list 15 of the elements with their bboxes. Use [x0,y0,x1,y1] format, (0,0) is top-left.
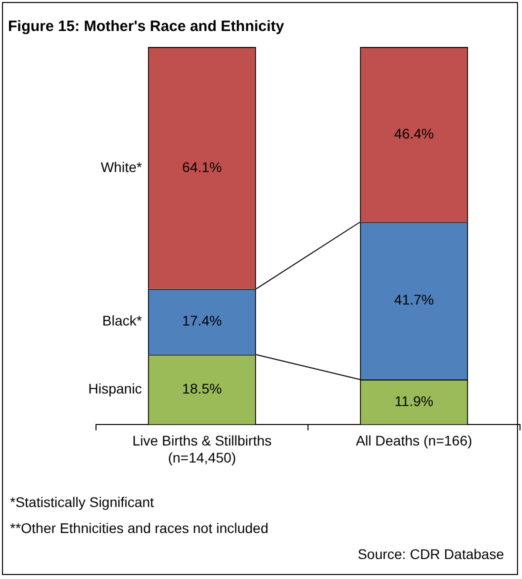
text: **Other Ethnicities and races not included [10,520,268,536]
source-note: Source: CDR Database [358,546,504,562]
data-label: 11.9% [394,392,434,409]
x-tick-label: All Deaths (n=166) [356,432,472,449]
data-label: 64.1% [182,158,222,175]
data-label: 41.7% [394,292,434,308]
data-label: 46.4% [394,125,434,142]
chart-title: Figure 15: Mother's Race and Ethnicity [8,18,284,35]
series-label: White* [100,158,142,175]
data-label: 17.4% [182,312,222,329]
x-tick-label: Live Births & Stillbirths (n=14,450) [132,432,272,466]
text: *Statistically Significant [10,494,154,510]
data-label: 18.5% [182,380,222,396]
series-label: Black* [102,312,142,329]
series-label: Hispanic [88,380,142,396]
